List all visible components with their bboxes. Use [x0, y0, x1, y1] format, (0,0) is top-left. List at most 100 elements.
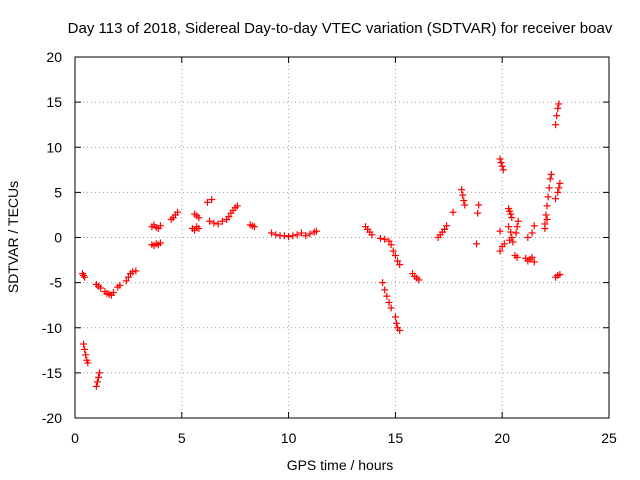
data-point: [156, 239, 164, 247]
data-point: [507, 228, 515, 236]
data-point: [554, 188, 562, 196]
x-tick-label: 15: [388, 430, 404, 446]
data-point: [507, 210, 515, 218]
data-points: [78, 100, 564, 390]
data-point: [543, 202, 551, 210]
data-point: [80, 271, 88, 279]
data-point: [392, 319, 400, 327]
data-point: [505, 223, 513, 231]
data-point: [530, 222, 538, 230]
data-point: [250, 223, 258, 231]
data-point: [80, 340, 88, 348]
data-point: [385, 298, 393, 306]
data-point: [272, 231, 280, 239]
data-point: [368, 231, 376, 239]
y-axis-label: SDTVAR / TECUs: [5, 181, 21, 293]
data-point: [396, 261, 404, 269]
data-point: [116, 281, 124, 289]
data-point: [383, 292, 391, 300]
data-point: [530, 258, 538, 266]
data-point: [475, 201, 483, 209]
x-tick-labels: 0 5 10 15 20 25: [71, 430, 617, 446]
data-point: [542, 211, 550, 219]
data-point: [508, 214, 516, 222]
data-point: [556, 271, 564, 279]
data-point: [191, 226, 199, 234]
data-point: [203, 198, 211, 206]
x-tick-label: 10: [281, 430, 297, 446]
data-point: [546, 175, 554, 183]
data-point: [497, 159, 505, 167]
data-point: [391, 313, 399, 321]
data-point: [473, 240, 481, 248]
y-tick-label: -5: [50, 275, 63, 291]
data-point: [297, 229, 305, 237]
data-point: [441, 225, 449, 233]
data-point: [306, 230, 314, 238]
data-point: [552, 195, 560, 203]
data-point: [474, 209, 482, 217]
data-point: [293, 231, 301, 239]
data-point: [547, 170, 555, 178]
data-point: [381, 286, 389, 294]
data-point: [415, 276, 423, 284]
data-point: [556, 179, 564, 187]
data-point: [514, 217, 522, 225]
data-point: [174, 208, 182, 216]
data-point: [460, 196, 468, 204]
data-point: [459, 191, 467, 199]
data-point: [513, 223, 521, 231]
data-point: [132, 267, 140, 275]
data-point: [206, 217, 214, 225]
data-point: [499, 166, 507, 174]
data-point: [506, 236, 514, 244]
data-point: [195, 224, 203, 232]
y-tick-label: 15: [46, 94, 62, 110]
data-point: [387, 304, 395, 312]
data-point: [268, 229, 276, 237]
data-point: [394, 257, 402, 265]
data-point: [524, 234, 532, 241]
data-point: [122, 277, 130, 285]
data-point: [218, 217, 226, 225]
data-point: [528, 229, 536, 237]
data-point: [544, 193, 552, 201]
data-point: [541, 224, 549, 232]
x-tick-label: 25: [601, 430, 617, 446]
data-point: [210, 219, 218, 227]
data-point: [381, 235, 389, 243]
data-point: [513, 253, 521, 261]
y-tick-label: -10: [42, 320, 62, 336]
y-tick-label: 5: [54, 184, 62, 200]
data-point: [195, 214, 203, 222]
data-point: [280, 232, 288, 240]
data-point: [552, 121, 560, 129]
data-point: [81, 273, 89, 281]
data-point: [129, 268, 137, 276]
y-tick-labels: -20 -15 -10 -5 0 5 10 15 20: [42, 49, 62, 426]
data-point: [84, 359, 92, 367]
grid-lines: [75, 57, 609, 418]
data-point: [81, 345, 89, 353]
data-point: [92, 382, 100, 390]
data-point: [396, 326, 404, 334]
data-point: [387, 241, 395, 249]
data-point: [500, 240, 508, 248]
y-tick-label: 10: [46, 139, 62, 155]
data-point: [555, 184, 563, 192]
data-point: [225, 213, 233, 221]
data-point: [82, 351, 90, 359]
data-point: [94, 373, 102, 381]
data-point: [93, 378, 101, 386]
data-point: [496, 227, 504, 235]
data-point: [124, 273, 132, 281]
y-tick-label: -15: [42, 365, 62, 381]
data-point: [208, 196, 216, 204]
data-point: [545, 184, 553, 192]
data-point: [376, 234, 384, 242]
chart-title: Day 113 of 2018, Sidereal Day-to-day VTE…: [68, 20, 613, 37]
data-point: [285, 233, 293, 241]
data-point: [214, 220, 222, 228]
data-point: [458, 186, 466, 194]
data-point: [97, 284, 105, 292]
